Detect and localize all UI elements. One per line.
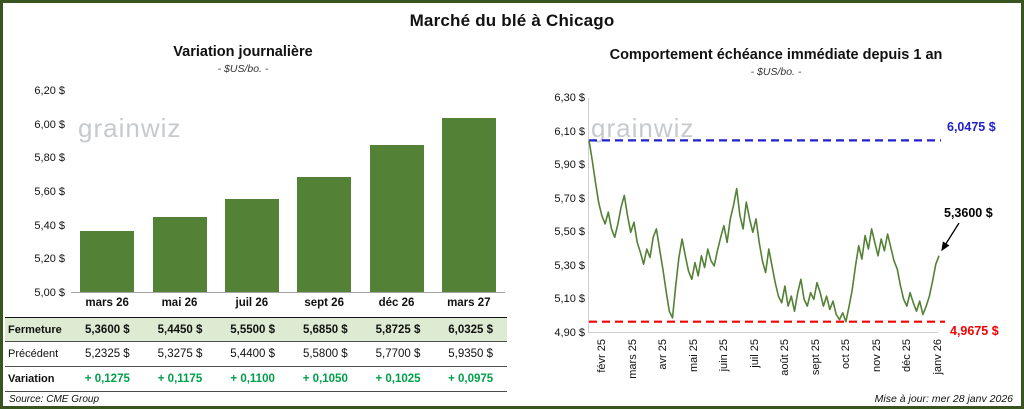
bar-1 xyxy=(152,217,207,292)
bar-y-tick: 5,40 $ xyxy=(34,219,65,232)
table-row-2: Variation + 0,1275 + 0,1175 + 0,1100 + 0,105… xyxy=(5,367,507,392)
last-value-label: 5,3600 $ xyxy=(944,206,993,220)
bar-5 xyxy=(441,118,496,292)
line-x-label-2: avr 25 xyxy=(657,339,669,370)
table-cell-1-5: 5,9350 $ xyxy=(448,348,494,360)
table-cell-2-2: + 0,1100 xyxy=(230,373,275,385)
bar-chart-y-axis: 6,20 $ 6,00 $ 5,80 $ 5,60 $ 5,40 $ 5,20 $ 5,00… xyxy=(15,85,65,299)
table-cell-0-4: 5,8725 $ xyxy=(375,323,421,336)
line-y-tick: 5,90 $ xyxy=(554,159,585,172)
line-x-label-8: oct 25 xyxy=(840,339,852,369)
price-series-line xyxy=(588,140,940,323)
line-x-label-3: mai 25 xyxy=(687,339,700,373)
source-note: Source: CME Group xyxy=(9,394,100,405)
bar-y-tick: 5,60 $ xyxy=(34,186,65,198)
low-value-label: 4,9675 $ xyxy=(950,323,999,338)
line-x-label-7: sept 25 xyxy=(809,339,822,376)
line-y-tick: 4,90 $ xyxy=(554,327,585,339)
table-cell-0-3: 5,6850 $ xyxy=(302,323,348,336)
table-cell-1-0: 5,2325 $ xyxy=(84,348,130,360)
table-cell-1-4: 5,7700 $ xyxy=(375,348,421,360)
bar-4 xyxy=(369,145,424,292)
bar-0 xyxy=(80,231,135,292)
bar-category-4: déc 26 xyxy=(378,297,415,309)
bar-chart-category-axis: mars 26 mai 26 juil 26 sept 26 déc 26 mars 27 xyxy=(71,297,505,309)
table-cell-1-1: 5,3275 $ xyxy=(157,348,203,360)
bar-chart-title: Variation journalière xyxy=(173,44,313,60)
bar-y-tick: 5,20 $ xyxy=(34,253,65,266)
table-cell-2-4: + 0,1025 xyxy=(375,373,421,385)
table-cell-0-5: 6,0325 $ xyxy=(448,323,494,336)
page-title: Marché du blé à Chicago xyxy=(409,11,615,30)
table-cell-1-2: 5,4400 $ xyxy=(230,348,276,360)
line-x-label-5: juil 25 xyxy=(748,339,761,368)
table-row-label: Fermeture xyxy=(8,323,62,336)
line-x-label-11: janv 26 xyxy=(931,339,944,375)
line-y-tick: 5,30 $ xyxy=(554,259,585,272)
line-chart-subtitle: - $US/bo. - xyxy=(750,66,802,78)
line-chart-svg xyxy=(588,139,945,323)
line-x-label-4: juin 25 xyxy=(718,339,730,372)
last-value-arrow-icon xyxy=(941,222,960,252)
line-x-label-10: déc 25 xyxy=(901,339,913,373)
line-x-label-6: août 25 xyxy=(779,339,791,376)
line-y-tick: 6,10 $ xyxy=(554,125,585,138)
line-chart-plot xyxy=(588,98,945,333)
bar-chart-subtitle: - $US/bo. - xyxy=(217,63,269,75)
line-y-tick: 5,70 $ xyxy=(554,192,585,205)
table-cell-0-0: 5,3600 $ xyxy=(84,323,130,336)
bar-category-1: mai 26 xyxy=(161,297,198,309)
line-y-tick: 5,50 $ xyxy=(554,226,585,239)
line-x-label-0: févr 25 xyxy=(596,339,608,373)
bar-y-tick: 6,00 $ xyxy=(34,118,65,131)
bar-y-tick: 5,80 $ xyxy=(34,152,65,165)
table-row-label: Précédent xyxy=(8,348,59,360)
line-chart-title: Comportement échéance immédiate depuis 1… xyxy=(609,47,943,63)
contract-price-table: Fermeture 5,3600 $ 5,4450 $ 5,5500 $ 5,6850 … xyxy=(5,317,507,392)
line-x-label-9: nov 25 xyxy=(870,339,883,373)
line-chart-y-axis: 6,30 $ 6,10 $ 5,90 $ 5,70 $ 5,50 $ 5,30 $ 5,10… xyxy=(543,92,585,339)
table-cell-2-1: + 0,1175 xyxy=(157,373,203,385)
bar-3 xyxy=(297,176,352,292)
bar-category-0: mars 26 xyxy=(85,297,129,309)
table-cell-2-5: + 0,0975 xyxy=(448,373,494,385)
table-cell-0-2: 5,5500 $ xyxy=(230,323,276,336)
line-x-label-1: mars 25 xyxy=(626,339,639,379)
table-cell-0-1: 5,4450 $ xyxy=(157,323,203,336)
table-row-1: Précédent 5,2325 $ 5,3275 $ 5,4400 $ 5,5800 … xyxy=(5,342,507,367)
table-cell-1-3: 5,5800 $ xyxy=(302,348,348,360)
table-cell-2-3: + 0,1050 xyxy=(302,373,348,385)
bar-category-2: juil 26 xyxy=(235,297,269,309)
bar-category-3: sept 26 xyxy=(304,297,344,309)
high-value-label: 6,0475 $ xyxy=(947,120,996,135)
bar-category-5: mars 27 xyxy=(447,297,491,309)
table-row-label: Variation xyxy=(8,373,55,385)
update-date-note: Mise à jour: mer 28 janv 2026 xyxy=(874,393,1013,405)
line-y-tick: 6,30 $ xyxy=(554,92,585,104)
bar-chart-plot xyxy=(71,91,505,293)
table-row-0: Fermeture 5,3600 $ 5,4450 $ 5,5500 $ 5,6850 … xyxy=(5,317,507,342)
table-cell-2-0: + 0,1275 xyxy=(84,373,130,385)
bar-y-tick: 6,20 $ xyxy=(34,85,65,97)
bar-y-tick: 5,00 $ xyxy=(34,287,65,299)
line-y-tick: 5,10 $ xyxy=(554,293,585,306)
bar-2 xyxy=(224,199,279,292)
